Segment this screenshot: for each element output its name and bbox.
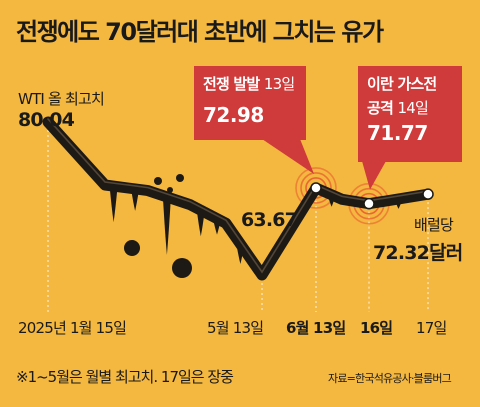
callout-iran-title-line2: 공격 (367, 99, 394, 117)
x-tick-label: 6월 13일 (286, 319, 346, 337)
chart-title: 전쟁에도 70달러대 초반에 그치는 유가 (16, 18, 384, 46)
callout-war-outbreak: 전쟁 발발 13일 72.98 (194, 66, 306, 140)
oil-droplet (167, 187, 173, 193)
oil-drip (109, 186, 118, 223)
highlight-ring (300, 172, 332, 204)
callout-war-title: 전쟁 발발 (203, 75, 260, 93)
data-point (310, 182, 322, 194)
per-barrel-label: 배럴당 (414, 216, 454, 234)
oil-droplet (176, 174, 184, 182)
x-tick-label: 16일 (360, 319, 393, 337)
oil-line (42, 116, 434, 281)
callout-war-pointer (262, 139, 314, 174)
data-point (363, 197, 375, 210)
callout-iran-gasfield: 이란 가스전 공격 14일 71.77 (358, 66, 462, 162)
oil-line-highlight (47, 118, 429, 274)
oil-drip (162, 196, 171, 255)
latest-value-label: 72.32달러 (373, 242, 463, 264)
wti-high-value: 80.04 (18, 109, 75, 131)
callout-pointers (262, 139, 386, 190)
low-value-label: 63.67 (241, 209, 298, 231)
data-point (422, 188, 434, 200)
x-tick-label: 5월 13일 (207, 319, 264, 337)
wti-label: WTI 올 최고치 (18, 90, 105, 108)
callout-war-value: 72.98 (203, 103, 264, 127)
callout-iran-pointer (362, 161, 386, 190)
callout-war-date: 13일 (263, 75, 295, 93)
oil-droplet (172, 258, 192, 278)
vertical-guides (47, 130, 429, 312)
highlight-ring (295, 167, 337, 209)
data-points (310, 182, 434, 210)
oil-droplet (124, 240, 140, 256)
x-tick-label: 17일 (416, 319, 447, 337)
x-tick-label: 2025년 1월 15일 (18, 319, 127, 337)
oil-drips (109, 174, 403, 278)
callout-iran-value: 71.77 (367, 121, 428, 145)
source-credit: 자료=한국석유공사·블룸버그 (328, 372, 452, 385)
callout-iran-date: 14일 (397, 99, 428, 117)
footnote: ※1~5월은 월별 최고치. 17일은 장중 (16, 368, 234, 386)
callout-iran-title-line1: 이란 가스전 (367, 75, 437, 93)
oil-droplet (154, 177, 162, 185)
